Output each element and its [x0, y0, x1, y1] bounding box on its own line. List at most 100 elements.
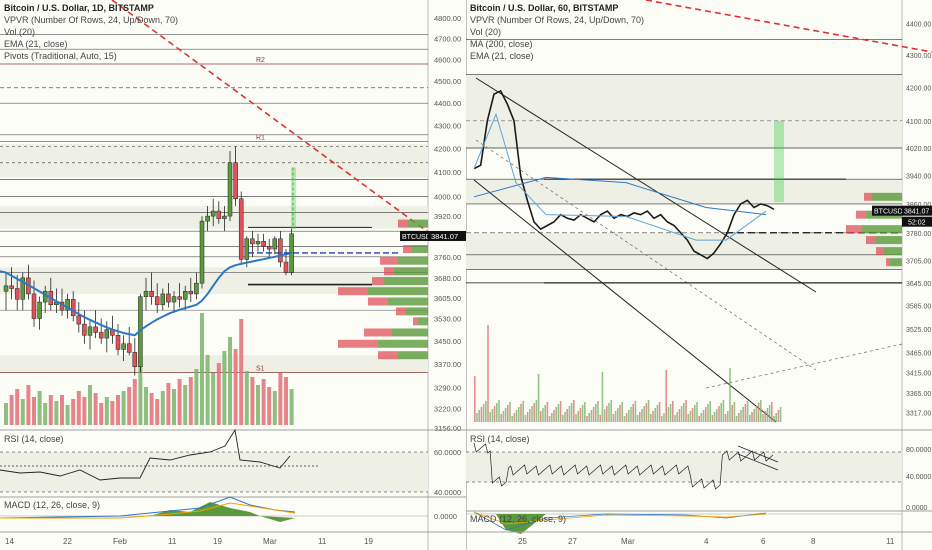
left-price-tick: 4400.00 [434, 99, 461, 108]
right-volume-bar [515, 410, 518, 422]
left-volume-bar [110, 401, 115, 425]
left-macd-tick: 0.0000 [434, 512, 457, 521]
right-volume-bar [711, 415, 714, 422]
left-candle-body [14, 288, 20, 300]
left-vpvr-down-bar [338, 287, 368, 296]
left-price-tag [428, 230, 466, 241]
right-time-tick: Mar [621, 537, 635, 546]
left-candle-body [255, 241, 261, 245]
right-time-tick: 25 [518, 537, 527, 546]
right-volume-bar [639, 412, 641, 422]
left-rsi-band [0, 452, 428, 492]
left-volume-bar [26, 385, 31, 425]
left-legend-title: Bitcoin / U.S. Dollar, 1D, BITSTAMP [4, 3, 154, 13]
right-volume-bar [687, 414, 689, 422]
left-candle-body [149, 290, 154, 297]
right-volume-bar [526, 412, 529, 422]
left-candle-body [222, 215, 227, 219]
right-price-tick: 3940.00 [906, 174, 931, 181]
left-volume-bar [65, 405, 70, 425]
left-vpvr-down-bar [338, 339, 378, 348]
left-vpvr-up-bar [398, 256, 428, 265]
left-vpvr-down-bar [396, 307, 406, 316]
right-volume-bar [773, 416, 775, 422]
right-volume-bar [729, 368, 731, 422]
left-candle-body [31, 293, 37, 319]
hourly-chart-svg[interactable]: 4400.00 4300.00 4200.00 4100.00 4020.00 3940.… [466, 0, 932, 550]
right-channel-lower [473, 179, 777, 423]
left-volume-bar [76, 391, 81, 425]
right-volume-bar [562, 415, 564, 422]
left-volume-bar [82, 397, 87, 425]
right-volume-bar [632, 404, 634, 422]
right-volume-bar [718, 406, 720, 422]
right-price-line [473, 89, 775, 260]
right-vpvr-up-bar [876, 236, 902, 245]
right-price-tick: 3860.00 [906, 202, 931, 209]
right-ma200-line [473, 176, 767, 216]
right-volume-bar [740, 410, 742, 422]
left-volume-bar [239, 319, 244, 425]
right-price-tick: 3465.00 [906, 351, 931, 358]
right-volume-bar [652, 411, 654, 422]
right-volume-bar [707, 404, 709, 422]
hourly-chart-panel[interactable]: 4400.00 4300.00 4200.00 4100.00 4020.00 3940.… [466, 0, 932, 550]
right-legend-vol: Vol (20) [470, 27, 502, 37]
left-candle-body [177, 296, 182, 300]
right-volume-bar [568, 406, 571, 422]
right-volume-bar [742, 407, 744, 422]
right-channel-upper [475, 77, 817, 293]
pivot-label-s1: S1 [256, 366, 265, 373]
left-vpvr-down-bar [380, 256, 398, 265]
right-volume-bar [522, 401, 524, 422]
right-legend-title: Bitcoin / U.S. Dollar, 60, BITSTAMP [470, 3, 619, 13]
right-shade-zone [466, 74, 902, 148]
left-vpvr-up-bar [412, 245, 428, 254]
right-volume-bar [581, 405, 584, 422]
left-volume-bar [155, 399, 160, 425]
left-price-tick: 3530.00 [434, 315, 461, 324]
left-candle-body [87, 326, 93, 336]
left-rsi-line [0, 428, 291, 481]
right-volume-bar [691, 408, 694, 422]
right-volume-bar [694, 405, 696, 422]
left-volume-bar [205, 355, 210, 425]
right-volume-bar [698, 416, 700, 422]
right-price-tick: 3365.00 [906, 391, 931, 398]
right-volume-bar [683, 403, 685, 422]
right-volume-bar [610, 400, 612, 422]
right-volume-bar [474, 376, 476, 422]
right-volume-bar [753, 409, 755, 422]
right-volume-bar [489, 412, 491, 422]
daily-chart-panel[interactable]: R2 R1 S1 4800.00 4700.00 4600.00 4500.00 4400.0… [0, 0, 466, 550]
left-candle-body [272, 238, 278, 250]
right-volume-bar [509, 402, 511, 422]
right-price-tick: 3585.00 [906, 304, 931, 311]
daily-chart-svg[interactable]: R2 R1 S1 4800.00 4700.00 4600.00 4500.00 4400.0… [0, 0, 466, 550]
left-volume-bar [233, 349, 238, 425]
right-rsi-trend-b [737, 453, 779, 471]
left-symbol-tag [400, 230, 428, 241]
right-volume-bar [727, 411, 729, 422]
left-volume-bar [127, 387, 132, 425]
left-vpvr-down-bar [364, 328, 392, 337]
right-price-label: 3841.07 [904, 209, 929, 216]
left-candle-body [171, 296, 177, 303]
right-volume-bar [584, 402, 586, 422]
left-vpvr-up-bar [418, 317, 428, 326]
left-volume-bar [43, 403, 48, 425]
left-candle-body [104, 329, 110, 339]
right-volume-bar [658, 402, 661, 422]
left-time-tick: 14 [5, 537, 14, 546]
right-volume-bar [709, 401, 711, 422]
right-price-tick: 3415.00 [906, 371, 931, 378]
left-candle-body [9, 285, 14, 289]
left-price-tick: 4500.00 [434, 77, 461, 86]
left-price-tick: 3920.00 [434, 212, 461, 221]
left-vpvr-up-bar [406, 307, 428, 316]
left-price-tick: 4300.00 [434, 122, 461, 131]
left-candle-body [194, 282, 199, 295]
right-volume-bar [586, 416, 588, 422]
right-volume-bar [553, 410, 555, 422]
right-volume-bar [524, 415, 527, 422]
